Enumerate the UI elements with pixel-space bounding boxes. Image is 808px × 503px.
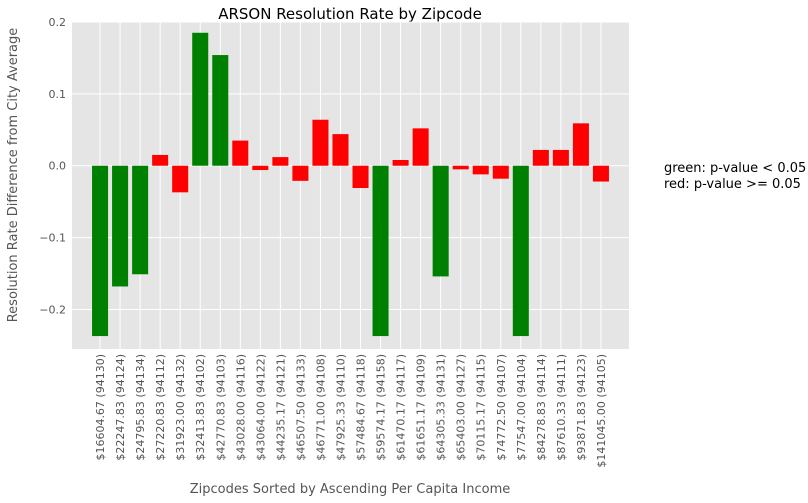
bar <box>432 165 449 277</box>
legend-green-note: green: p-value < 0.05 <box>664 161 807 176</box>
x-tick-label: $27220.83 (94112) <box>154 354 167 461</box>
x-tick-label: $46771.00 (94108) <box>314 354 327 461</box>
x-tick-label: $57484.67 (94118) <box>355 354 368 461</box>
x-tick-label: $74772.50 (94107) <box>495 354 508 461</box>
x-tick-label: $84278.83 (94114) <box>535 354 548 461</box>
bar <box>492 165 509 179</box>
x-tick-label: $61651.17 (94109) <box>415 354 428 461</box>
x-tick-label: $87610.33 (94111) <box>555 354 568 461</box>
x-tick-label: $43064.00 (94122) <box>254 354 267 461</box>
bar <box>272 157 289 166</box>
x-tick-label: $64305.33 (94131) <box>435 354 448 461</box>
bar <box>252 165 269 171</box>
bar <box>292 165 309 181</box>
x-tick-label: $47925.33 (94110) <box>334 354 347 461</box>
x-tick-label: $32413.83 (94102) <box>194 354 207 461</box>
x-tick-label: $24795.83 (94134) <box>134 354 147 461</box>
bar <box>112 165 129 287</box>
bar <box>232 140 249 166</box>
bar <box>92 165 109 337</box>
bar <box>412 128 429 166</box>
bar <box>212 55 229 166</box>
x-tick-label: $93871.83 (94123) <box>575 354 588 461</box>
bar <box>152 154 169 166</box>
y-tick-label: 0.2 <box>49 16 67 29</box>
plot-area <box>72 22 629 349</box>
bar <box>192 32 209 166</box>
bar <box>572 123 589 166</box>
x-tick-label: $16604.67 (94130) <box>94 354 107 461</box>
x-tick-label: $77547.00 (94104) <box>515 354 528 461</box>
significance-legend: green: p-value < 0.05 red: p-value >= 0.… <box>664 161 806 193</box>
x-tick-label: $22247.83 (94124) <box>114 354 127 461</box>
y-tick-label: −0.2 <box>39 303 66 316</box>
x-tick-label: $141045.00 (94105) <box>595 354 608 468</box>
legend-red-note: red: p-value >= 0.05 <box>664 177 801 192</box>
bar <box>172 165 189 193</box>
bar <box>312 119 329 166</box>
x-tick-label: $70115.17 (94115) <box>475 354 488 461</box>
y-tick-label: −0.1 <box>39 232 66 245</box>
x-tick-label: $59574.17 (94158) <box>375 354 388 461</box>
x-tick-label: $44235.17 (94121) <box>274 354 287 461</box>
x-tick-label: $43028.00 (94116) <box>234 354 247 461</box>
bar <box>392 159 409 166</box>
bar <box>452 165 469 170</box>
y-tick-label: 0.0 <box>49 160 67 173</box>
y-axis-label: Resolution Rate Difference from City Ave… <box>6 28 21 323</box>
bar <box>332 134 349 166</box>
bar <box>552 149 569 166</box>
x-tick-label: $46507.50 (94133) <box>294 354 307 461</box>
chart-title: ARSON Resolution Rate by Zipcode <box>218 5 482 23</box>
bar <box>532 149 549 166</box>
x-tick-label: $31923.00 (94132) <box>174 354 187 461</box>
bar <box>592 165 609 182</box>
bar <box>472 165 489 175</box>
x-tick-label: $61470.17 (94117) <box>395 354 408 461</box>
x-tick-label: $42770.83 (94103) <box>214 354 227 461</box>
x-axis-label: Zipcodes Sorted by Ascending Per Capita … <box>190 482 510 497</box>
bar <box>512 165 529 337</box>
bar <box>132 165 149 275</box>
x-tick-label: $65403.00 (94127) <box>455 354 468 461</box>
bar <box>372 165 389 337</box>
bar <box>352 165 369 189</box>
y-tick-label: 0.1 <box>49 88 67 101</box>
